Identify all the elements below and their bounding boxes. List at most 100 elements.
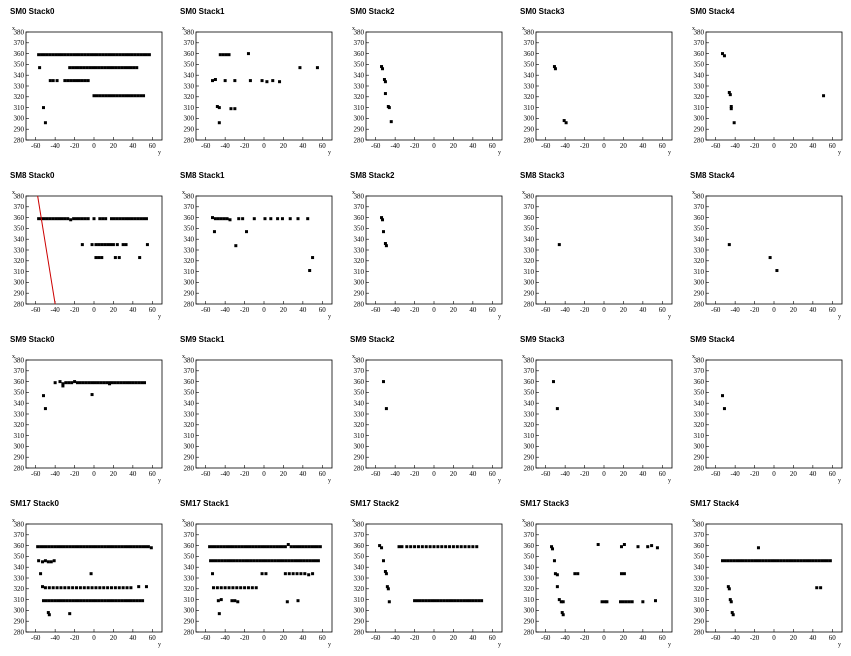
fit-line [37,195,56,305]
y-tick-label: 380 [694,356,705,364]
chart-panel: SM9 Stack2 -60 -40 -20 0 20 40 60 280 290 300 310 32… [340,328,510,492]
y-tick-label: 380 [354,28,365,36]
data-point [120,66,124,70]
data-point [445,599,449,603]
x-tick-label: -60 [201,306,211,314]
data-point [272,545,276,549]
data-point [43,559,47,563]
data-point [424,545,428,549]
data-point [39,572,43,576]
data-point [768,256,772,260]
x-tick-label: -40 [50,142,60,150]
y-tick-label: 280 [14,628,25,636]
y-tick-label: 340 [184,400,195,408]
y-axis-label: x [352,190,355,196]
y-tick-label: 290 [354,618,365,626]
data-point [69,53,73,57]
data-point [129,66,133,70]
data-point [480,599,484,603]
data-point [303,572,307,576]
chart-panel: SM9 Stack1 -60 -40 -20 0 20 40 60 280 290 300 310 32… [170,328,340,492]
data-point [56,599,60,603]
data-point [384,244,388,248]
chart-title: SM9 Stack2 [350,335,395,344]
data-point [81,381,85,385]
y-tick-label: 290 [694,454,705,462]
data-point [54,53,58,57]
data-point [555,585,559,589]
x-tick-label: 60 [319,306,327,314]
data-point [305,559,309,563]
data-point [308,269,312,273]
data-point [102,381,106,385]
data-point [721,559,725,563]
data-point [142,94,146,98]
data-point [71,586,75,590]
data-point [223,559,227,563]
data-point [767,559,771,563]
data-point [233,599,237,603]
data-point [37,559,41,563]
chart-panel: SM17 Stack3 -60 -40 -20 0 20 40 60 280 290 300 310 3… [510,492,680,656]
data-point [729,600,733,604]
y-tick-label: 360 [694,50,705,58]
data-point [68,599,72,603]
x-tick-label: 0 [602,470,606,478]
data-point [104,94,108,98]
data-point [75,217,79,221]
y-tick-label: 290 [14,126,25,134]
x-tick-label: 40 [809,470,817,478]
data-point [211,545,215,549]
data-point [384,407,388,411]
data-point [287,572,291,576]
data-point [129,599,133,603]
data-point [291,572,295,576]
data-point [248,79,252,83]
x-tick-label: -40 [220,470,230,478]
data-point [254,586,258,590]
x-tick-label: -20 [410,306,420,314]
data-point [301,545,305,549]
data-point [275,545,279,549]
chart-title: SM0 Stack1 [180,7,225,16]
data-point [646,545,650,549]
data-point [744,559,748,563]
x-tick-label: -20 [580,142,590,150]
y-tick-label: 330 [14,574,25,582]
scatter-plot: -60 -40 -20 0 20 40 60 280 290 300 310 320 330 340 350… [352,354,503,484]
data-point [224,53,228,57]
data-point [215,586,219,590]
data-point [409,545,413,549]
data-point [576,572,580,576]
y-tick-label: 280 [694,628,705,636]
data-point [132,66,136,70]
data-point [123,599,127,603]
data-point [219,217,223,221]
data-point [118,94,122,98]
data-point [112,217,116,221]
data-point [217,121,221,125]
data-point [78,381,82,385]
scatter-plot: -60 -40 -20 0 20 40 60 280 290 300 310 320 330 340 350… [692,518,843,648]
data-point [764,559,768,563]
data-point [94,243,98,247]
data-point [213,545,217,549]
data-point [770,559,774,563]
y-tick-label: 380 [354,356,365,364]
x-tick-label: 0 [602,142,606,150]
data-point [143,545,147,549]
plot-frame [195,31,333,141]
data-point [135,599,139,603]
data-point [92,217,96,221]
data-point [213,78,217,82]
x-tick-label: -20 [580,470,590,478]
y-tick-label: 310 [694,432,705,440]
data-point [77,53,81,57]
y-tick-label: 380 [694,520,705,528]
data-point [378,544,382,548]
data-point [97,243,101,247]
data-point [573,572,577,576]
data-point [288,217,292,221]
data-point [84,381,88,385]
data-point [387,106,391,110]
